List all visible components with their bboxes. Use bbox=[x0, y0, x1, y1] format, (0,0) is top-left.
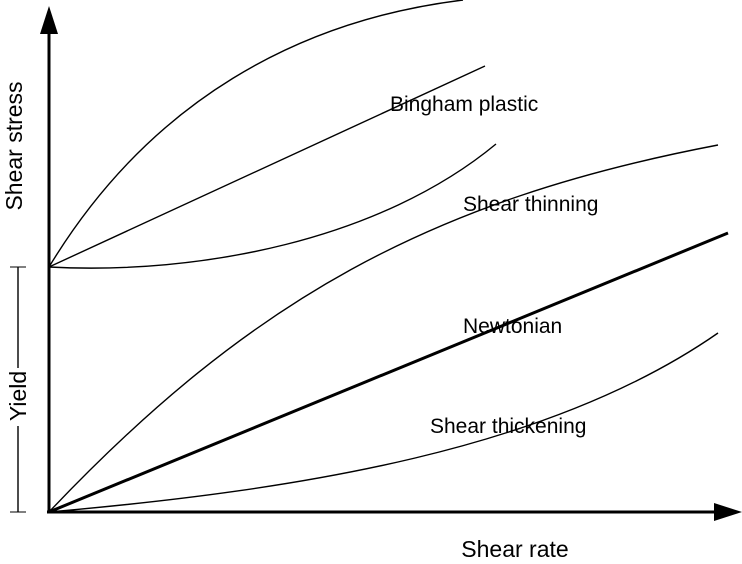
shear-thinning-curve bbox=[48, 144, 719, 513]
x-axis-label: Shear rate bbox=[461, 536, 568, 562]
yield-lower-curve bbox=[48, 143, 497, 269]
x-axis-arrowhead bbox=[714, 503, 742, 521]
y-axis-arrowhead bbox=[40, 6, 58, 34]
shear-thickening-label: Shear thickening bbox=[430, 415, 586, 438]
newtonian-label: Newtonian bbox=[463, 315, 562, 338]
bingham-plastic-label: Bingham plastic bbox=[390, 93, 538, 116]
shear-thickening-curve bbox=[48, 332, 719, 513]
y-axis-label: Shear stress bbox=[1, 81, 27, 210]
yield-upper-curve bbox=[48, 0, 464, 268]
bingham-plastic-curve bbox=[48, 65, 486, 268]
shear-thinning-label: Shear thinning bbox=[463, 193, 598, 216]
newtonian-curve bbox=[48, 231, 729, 514]
yield-label: Yield bbox=[5, 371, 31, 421]
